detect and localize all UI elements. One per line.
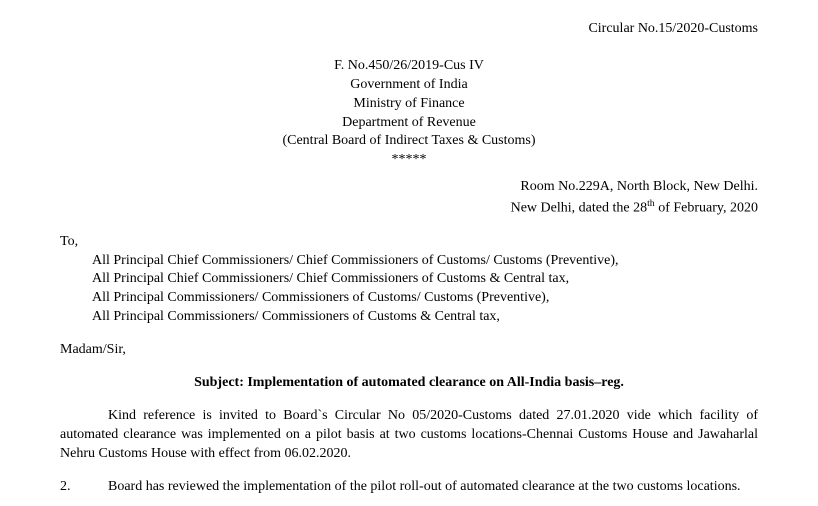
paragraph-1-text: Kind reference is invited to Board`s Cir… [60,408,758,461]
subject-line: Subject: Implementation of automated cle… [60,374,758,393]
recipient-line: All Principal Chief Commissioners/ Chief… [60,252,758,271]
paragraph-2-text: Board has reviewed the implementation of… [108,479,741,494]
paragraph-number: 2. [60,478,108,497]
ministry-line: Ministry of Finance [60,95,758,114]
government-line: Government of India [60,76,758,95]
date-line: New Delhi, dated the 28th of February, 2… [60,197,758,219]
date-prefix: New Delhi, dated the 28 [511,201,647,216]
separator-stars: ***** [60,151,758,170]
paragraph-1: Kind reference is invited to Board`s Cir… [60,407,758,464]
address-block: Room No.229A, North Block, New Delhi. Ne… [60,178,758,218]
department-line: Department of Revenue [60,114,758,133]
recipient-line: All Principal Commissioners/ Commissione… [60,308,758,327]
recipient-line: All Principal Chief Commissioners/ Chief… [60,270,758,289]
recipient-line: All Principal Commissioners/ Commissione… [60,289,758,308]
salutation: Madam/Sir, [60,341,758,360]
paragraph-2: 2.Board has reviewed the implementation … [60,478,758,497]
recipients-block: To, All Principal Chief Commissioners/ C… [60,233,758,327]
date-ordinal: th [647,198,655,209]
board-line: (Central Board of Indirect Taxes & Custo… [60,132,758,151]
room-line: Room No.229A, North Block, New Delhi. [60,178,758,197]
file-number: F. No.450/26/2019-Cus IV [60,57,758,76]
circular-number: Circular No.15/2020-Customs [60,20,758,39]
letterhead: F. No.450/26/2019-Cus IV Government of I… [60,57,758,170]
date-suffix: of February, 2020 [655,201,758,216]
to-label: To, [60,233,758,252]
